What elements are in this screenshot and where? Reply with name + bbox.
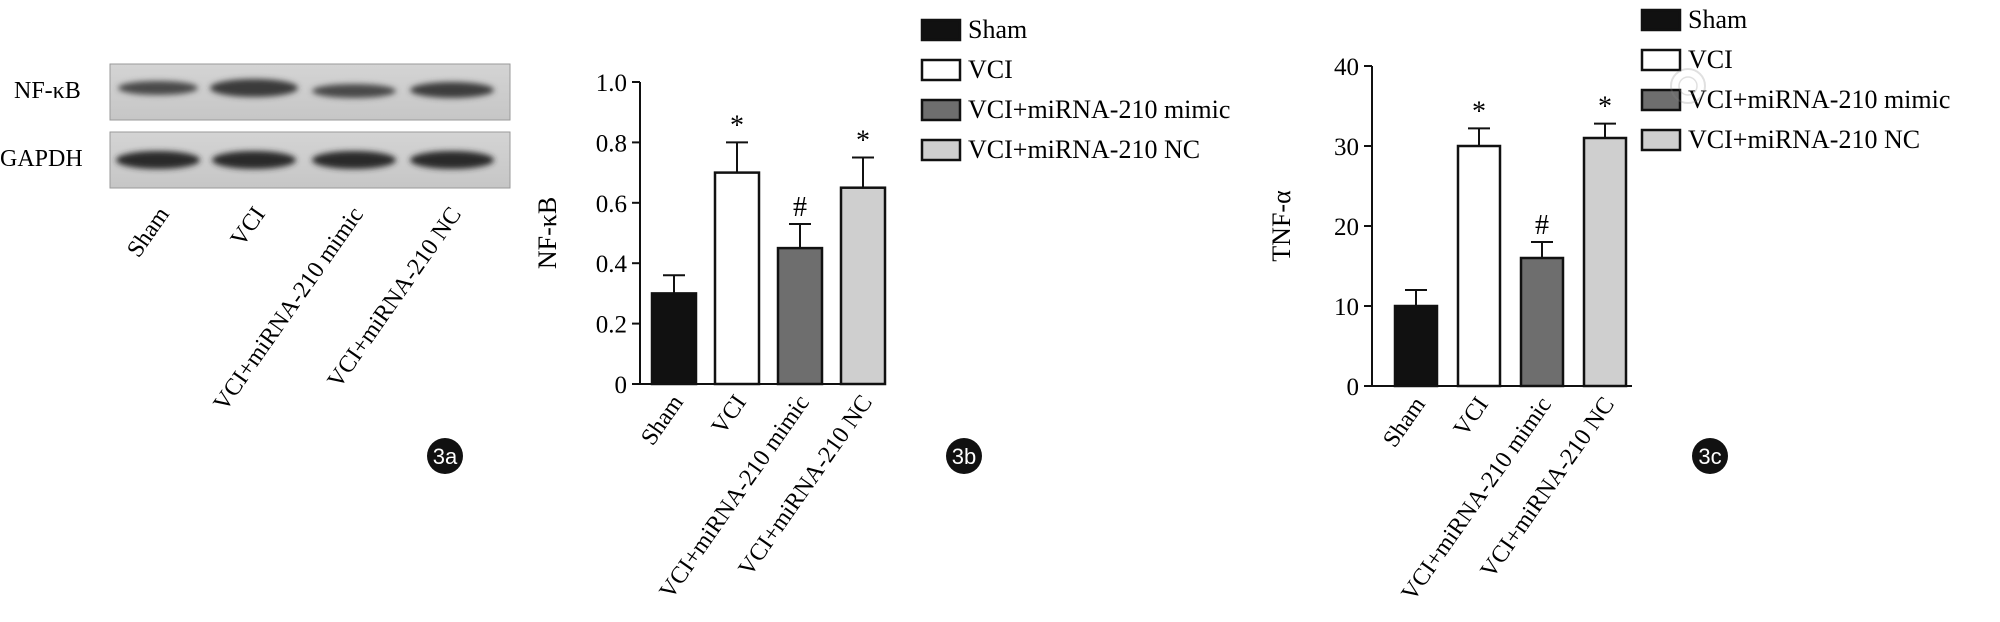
- bar: [1456, 144, 1502, 388]
- significance-mark: *: [1472, 96, 1486, 127]
- y-tick-label: 0.8: [596, 130, 627, 157]
- blot-band: [212, 151, 296, 169]
- y-tick-label: 30: [1334, 134, 1359, 161]
- panel-badge-3a: 3a: [427, 438, 463, 474]
- bar: [1582, 136, 1628, 388]
- blot-band: [116, 151, 200, 169]
- y-axis-label: TNF-α: [1267, 190, 1296, 262]
- bar: [1393, 304, 1439, 388]
- legend-swatch: [920, 58, 962, 82]
- nfkb-bar-chart: 00.20.40.60.81.0NF-κBSham*VCI#VCI+miRNA-…: [533, 70, 982, 604]
- y-tick-label: 0.2: [596, 312, 627, 339]
- legend-entry-label: VCI+miRNA-210 NC: [968, 135, 1200, 164]
- y-tick-label: 0.6: [596, 191, 627, 218]
- legend-panel-c: Sham VCI VCI+miRNA-210 mimic VCI+miRNA-210 …: [1640, 5, 1950, 154]
- legend-entry-label: Sham: [968, 15, 1027, 44]
- blot-row-label-nfkb: NF-κB: [14, 78, 81, 104]
- legend-panel-b: Sham VCI VCI+miRNA-210 mimic VCI+miRNA-210 …: [920, 15, 1230, 164]
- x-category-label: Sham: [636, 390, 689, 450]
- significance-mark: *: [730, 110, 744, 141]
- western-blot-panel: NF-κB GAPDH Sham VCI VCI+miRNA-210 mimic…: [0, 63, 511, 474]
- significance-mark: *: [1598, 92, 1612, 123]
- legend-swatch: [1640, 128, 1682, 152]
- legend-entry-label: VCI+miRNA-210 NC: [1688, 125, 1920, 154]
- blot-lane-label-vci: VCI: [226, 203, 271, 252]
- bar: [650, 292, 698, 386]
- y-tick-label: 1.0: [596, 70, 627, 97]
- x-category-label: VCI: [707, 391, 752, 440]
- panel-badge-3b: 3b: [946, 438, 982, 474]
- y-tick-label: 10: [1334, 294, 1359, 321]
- panel-badge-3a-text: 3a: [433, 444, 458, 469]
- bar: [713, 171, 761, 386]
- legend-swatch: [1640, 8, 1682, 32]
- blot-lane-label-sham: Sham: [122, 202, 175, 262]
- y-tick-label: 0: [615, 372, 628, 399]
- legend-swatch: [920, 138, 962, 162]
- blot-row-label-gapdh: GAPDH: [0, 146, 83, 172]
- legend-entry-label: VCI+miRNA-210 mimic: [968, 95, 1230, 124]
- legend-entry-label: VCI+miRNA-210 mimic: [1688, 85, 1950, 114]
- blot-band: [118, 81, 198, 95]
- legend-swatch: [1640, 88, 1682, 112]
- bar: [776, 246, 824, 386]
- significance-mark: #: [1535, 210, 1549, 241]
- x-category-label: Sham: [1378, 392, 1431, 452]
- y-tick-label: 0.4: [596, 251, 628, 278]
- y-axis-label: NF-κB: [533, 197, 562, 269]
- significance-mark: *: [856, 126, 870, 157]
- panel-badge-3c: 3c: [1692, 438, 1728, 474]
- legend-swatch: [920, 18, 962, 42]
- y-tick-label: 40: [1334, 54, 1359, 81]
- legend-swatch: [1640, 48, 1682, 72]
- x-category-label: VCI: [1449, 393, 1494, 442]
- blot-band: [312, 84, 396, 98]
- y-tick-label: 0: [1347, 374, 1360, 401]
- panel-badge-text: 3c: [1698, 444, 1721, 469]
- y-tick-label: 20: [1334, 214, 1359, 241]
- blot-band: [410, 151, 494, 169]
- blot-band: [312, 151, 396, 169]
- blot-band: [410, 82, 494, 98]
- watermark-seal: [1670, 68, 1706, 104]
- bar: [1519, 256, 1565, 388]
- legend-entry-label: VCI: [1688, 45, 1733, 74]
- legend-swatch: [920, 98, 962, 122]
- legend-entry-label: Sham: [1688, 5, 1747, 34]
- significance-mark: #: [793, 192, 807, 223]
- panel-badge-text: 3b: [952, 444, 976, 469]
- bar: [839, 186, 887, 386]
- blot-band: [210, 79, 298, 97]
- legend-entry-label: VCI: [968, 55, 1013, 84]
